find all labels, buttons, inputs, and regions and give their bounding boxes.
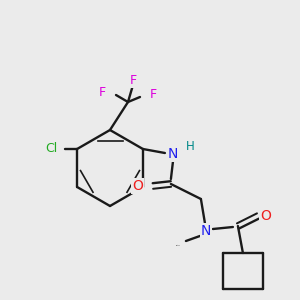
Text: O: O (260, 209, 271, 223)
Text: F: F (129, 74, 137, 86)
Text: N: N (168, 147, 178, 161)
Text: Cl: Cl (45, 142, 57, 155)
Text: F: F (150, 88, 157, 100)
Text: N: N (201, 224, 211, 238)
Text: F: F (99, 85, 106, 98)
Text: methyl: methyl (176, 244, 180, 246)
Text: O: O (132, 179, 143, 193)
Text: H: H (186, 140, 195, 152)
